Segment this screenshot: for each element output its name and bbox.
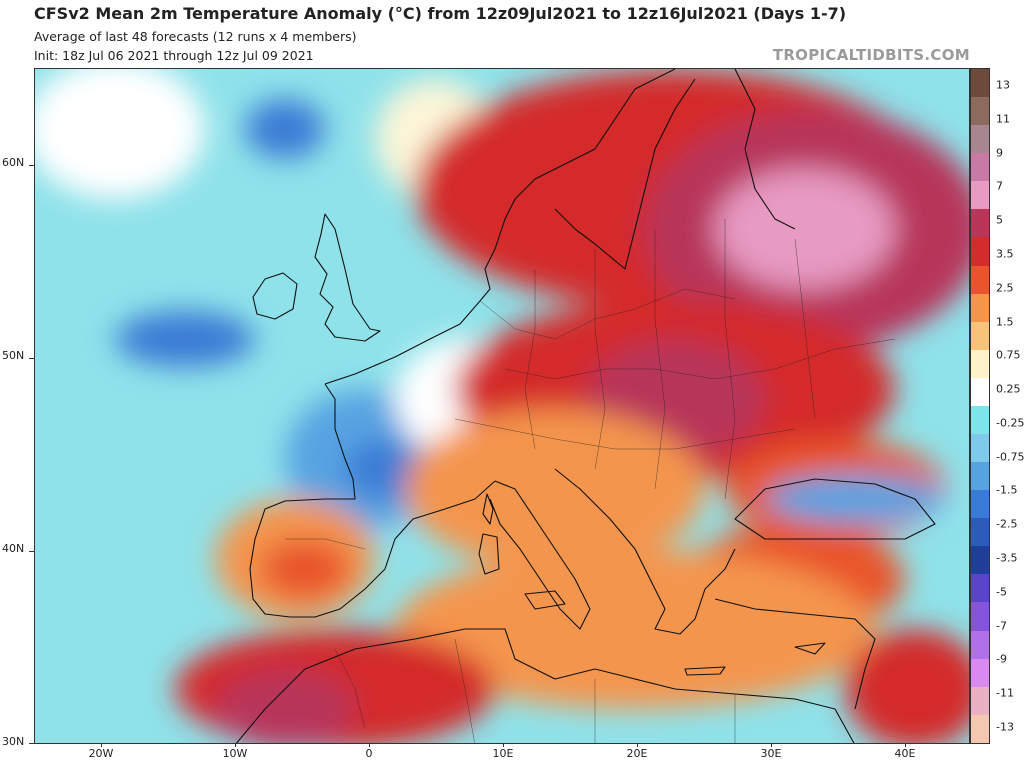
colorbar-label: 3.5 bbox=[996, 247, 1014, 261]
colorbar-segment bbox=[971, 181, 989, 210]
lat-label-60n: 60N bbox=[2, 156, 25, 169]
lon-label-40e: 40E bbox=[894, 747, 916, 760]
colorbar-segment bbox=[971, 153, 989, 182]
lon-tick bbox=[235, 743, 236, 747]
colorbar-segment bbox=[971, 630, 989, 659]
colorbar-label: -1.5 bbox=[996, 483, 1018, 497]
colorbar-label: -13 bbox=[996, 720, 1014, 734]
lon-label-20w: 20W bbox=[88, 747, 114, 760]
colorbar-label: -0.25 bbox=[996, 416, 1024, 430]
colorbar-segment bbox=[971, 602, 989, 631]
colorbar-segment bbox=[971, 377, 989, 406]
colorbar-segment bbox=[971, 321, 989, 350]
colorbar-label: -0.75 bbox=[996, 450, 1024, 464]
lon-label-10w: 10W bbox=[222, 747, 248, 760]
lon-label-20e: 20E bbox=[626, 747, 648, 760]
colorbar-label: 0.25 bbox=[996, 382, 1021, 396]
brand-watermark: TROPICALTIDBITS.COM bbox=[772, 46, 970, 64]
colorbar-segment bbox=[971, 97, 989, 126]
map-subtitle-init: Init: 18z Jul 06 2021 through 12z Jul 09… bbox=[34, 48, 314, 63]
lon-tick bbox=[369, 743, 370, 747]
map-subtitle-forecasts: Average of last 48 forecasts (12 runs x … bbox=[34, 29, 357, 44]
temperature-anomaly-map bbox=[34, 68, 970, 744]
colorbar-segment bbox=[971, 237, 989, 266]
colorbar-label: -3.5 bbox=[996, 551, 1018, 565]
lon-label-30e: 30E bbox=[760, 747, 782, 760]
lon-tick bbox=[101, 743, 102, 747]
lon-tick bbox=[637, 743, 638, 747]
country-borders bbox=[285, 219, 896, 743]
lat-tick bbox=[29, 743, 34, 744]
colorbar-segment bbox=[971, 265, 989, 294]
colorbar-segment bbox=[971, 658, 989, 687]
colorbar-segment bbox=[971, 574, 989, 603]
lon-tick bbox=[771, 743, 772, 747]
colorbar-segment bbox=[971, 518, 989, 547]
colorbar-label: -7 bbox=[996, 619, 1007, 633]
lat-label-30n: 30N bbox=[2, 735, 25, 748]
lon-tick bbox=[905, 743, 906, 747]
colorbar-segment bbox=[971, 349, 989, 378]
colorbar-segment bbox=[971, 405, 989, 435]
map-canvas bbox=[35, 69, 969, 743]
colorbar-segment bbox=[971, 714, 989, 743]
lat-tick bbox=[29, 358, 34, 359]
colorbar-segment bbox=[971, 462, 989, 491]
lon-label-10e: 10E bbox=[492, 747, 514, 760]
colorbar-label: 11 bbox=[996, 112, 1010, 126]
colorbar-label: 0.75 bbox=[996, 348, 1021, 362]
colorbar-label: 1.5 bbox=[996, 315, 1014, 329]
colorbar-label: -9 bbox=[996, 652, 1007, 666]
lat-label-40n: 40N bbox=[2, 542, 25, 555]
colorbar-segment bbox=[971, 293, 989, 322]
map-title: CFSv2 Mean 2m Temperature Anomaly (°C) f… bbox=[34, 4, 847, 23]
colorbar-label: 9 bbox=[996, 146, 1003, 160]
colorbar-segment bbox=[971, 125, 989, 154]
coastlines bbox=[235, 69, 936, 743]
lon-tick bbox=[503, 743, 504, 747]
colorbar-label: 7 bbox=[996, 179, 1003, 193]
anomaly-shading bbox=[35, 69, 969, 743]
lat-tick bbox=[29, 551, 34, 552]
colorbar-label: 13 bbox=[996, 78, 1010, 92]
colorbar-segment bbox=[971, 686, 989, 715]
colorbar-label: 5 bbox=[996, 213, 1003, 227]
colorbar-label: -5 bbox=[996, 585, 1007, 599]
colorbar-label: 2.5 bbox=[996, 281, 1014, 295]
lat-tick bbox=[29, 165, 34, 166]
colorbar bbox=[970, 68, 990, 744]
colorbar-segment bbox=[971, 69, 989, 98]
colorbar-segment bbox=[971, 434, 989, 463]
colorbar-label: -11 bbox=[996, 686, 1014, 700]
colorbar-segment bbox=[971, 546, 989, 575]
colorbar-segment bbox=[971, 490, 989, 519]
colorbar-label: -2.5 bbox=[996, 517, 1018, 531]
lon-label-0: 0 bbox=[365, 747, 373, 760]
lat-label-50n: 50N bbox=[2, 349, 25, 362]
colorbar-segment bbox=[971, 209, 989, 238]
